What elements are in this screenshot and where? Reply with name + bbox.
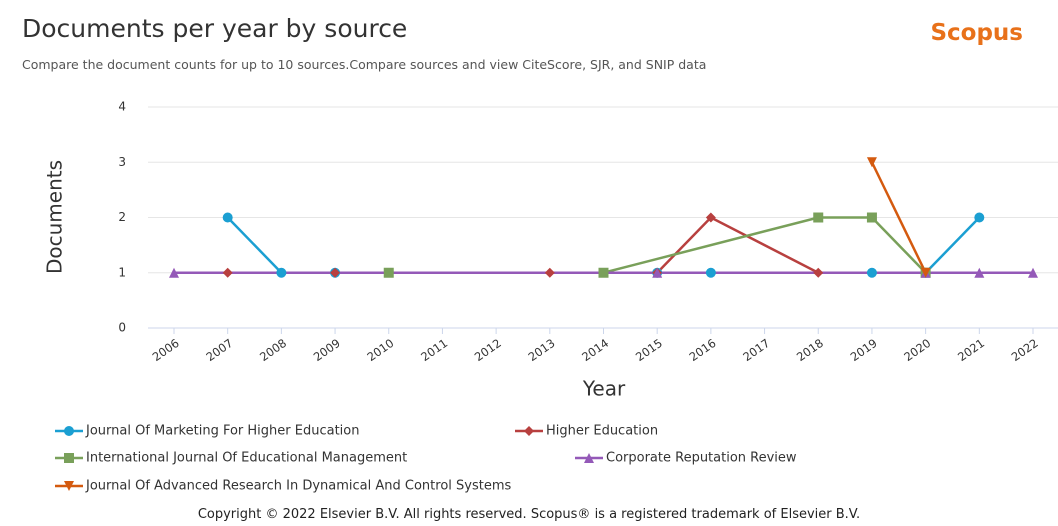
point [705, 267, 716, 278]
legend-item[interactable]: Corporate Reputation Review [575, 451, 797, 466]
point [222, 267, 233, 278]
point [544, 267, 555, 278]
legend-item[interactable]: Journal Of Marketing For Higher Educatio… [55, 424, 359, 439]
x-tick-label: 2007 [203, 336, 235, 364]
point [866, 157, 877, 168]
y-tick-label: 2 [118, 210, 126, 224]
point [64, 481, 74, 491]
point [705, 212, 716, 223]
x-tick-label: 2012 [472, 336, 504, 364]
point [974, 212, 985, 223]
x-tick-label: 2018 [794, 336, 826, 364]
point [866, 267, 877, 278]
copyright: Copyright © 2022 Elsevier B.V. All right… [197, 507, 861, 522]
point [813, 267, 824, 278]
point [974, 267, 985, 278]
point [222, 212, 233, 223]
legend-label: Higher Education [546, 424, 658, 439]
series-line [870, 161, 927, 274]
point [524, 426, 534, 436]
point [64, 453, 74, 463]
point [866, 212, 877, 223]
point [1028, 267, 1038, 278]
x-tick-label: 2022 [1009, 336, 1041, 364]
x-tick-label: 2011 [418, 336, 450, 364]
x-axis-label: Year [582, 377, 626, 401]
x-tick-label: 2010 [364, 336, 396, 364]
point [920, 267, 931, 278]
point [64, 426, 74, 436]
point [584, 453, 594, 463]
legend-label: International Journal Of Educational Man… [86, 451, 407, 466]
series-line [227, 215, 819, 274]
y-tick-label: 0 [118, 321, 126, 335]
chart: Documents Year 0 1 2 3 4 2006 2007 2008 2009 2010… [43, 100, 1058, 494]
y-tick-label: 4 [118, 100, 126, 114]
x-tick-label: 2009 [311, 336, 343, 364]
point [598, 267, 609, 278]
point [169, 267, 179, 278]
point [276, 267, 287, 278]
legend-item[interactable]: International Journal Of Educational Man… [55, 451, 407, 466]
x-tick-label: 2020 [901, 336, 933, 364]
legend-item[interactable]: Higher Education [515, 424, 658, 439]
y-tick-label: 1 [118, 265, 126, 279]
point [652, 267, 663, 278]
series-line [388, 216, 927, 274]
legend-label: Journal Of Marketing For Higher Educatio… [85, 424, 359, 439]
x-tick-label: 2021 [955, 336, 987, 364]
point [330, 267, 341, 278]
legend-item[interactable]: Journal Of Advanced Research In Dynamica… [55, 479, 512, 494]
x-tick-label: 2013 [526, 336, 558, 364]
x-tick-label: 2017 [740, 336, 772, 364]
x-tick-label: 2014 [579, 336, 611, 364]
point [383, 267, 394, 278]
y-tick-label: 3 [118, 155, 126, 169]
x-tick-label: 2016 [687, 336, 719, 364]
legend-label: Journal Of Advanced Research In Dynamica… [85, 479, 512, 494]
x-tick-label: 2008 [257, 336, 289, 364]
point [813, 212, 824, 223]
brand-logo[interactable]: Scopus [930, 20, 1023, 46]
y-axis-label: Documents [43, 160, 67, 274]
chart-subtitle: Compare the document counts for up to 10… [22, 57, 707, 72]
series-line [226, 216, 981, 274]
legend-label: Corporate Reputation Review [606, 451, 797, 466]
chart-title: Documents per year by source [22, 14, 408, 43]
x-tick-label: 2015 [633, 336, 665, 364]
x-tick-label: 2006 [150, 336, 182, 364]
x-tick-label: 2019 [848, 336, 880, 364]
